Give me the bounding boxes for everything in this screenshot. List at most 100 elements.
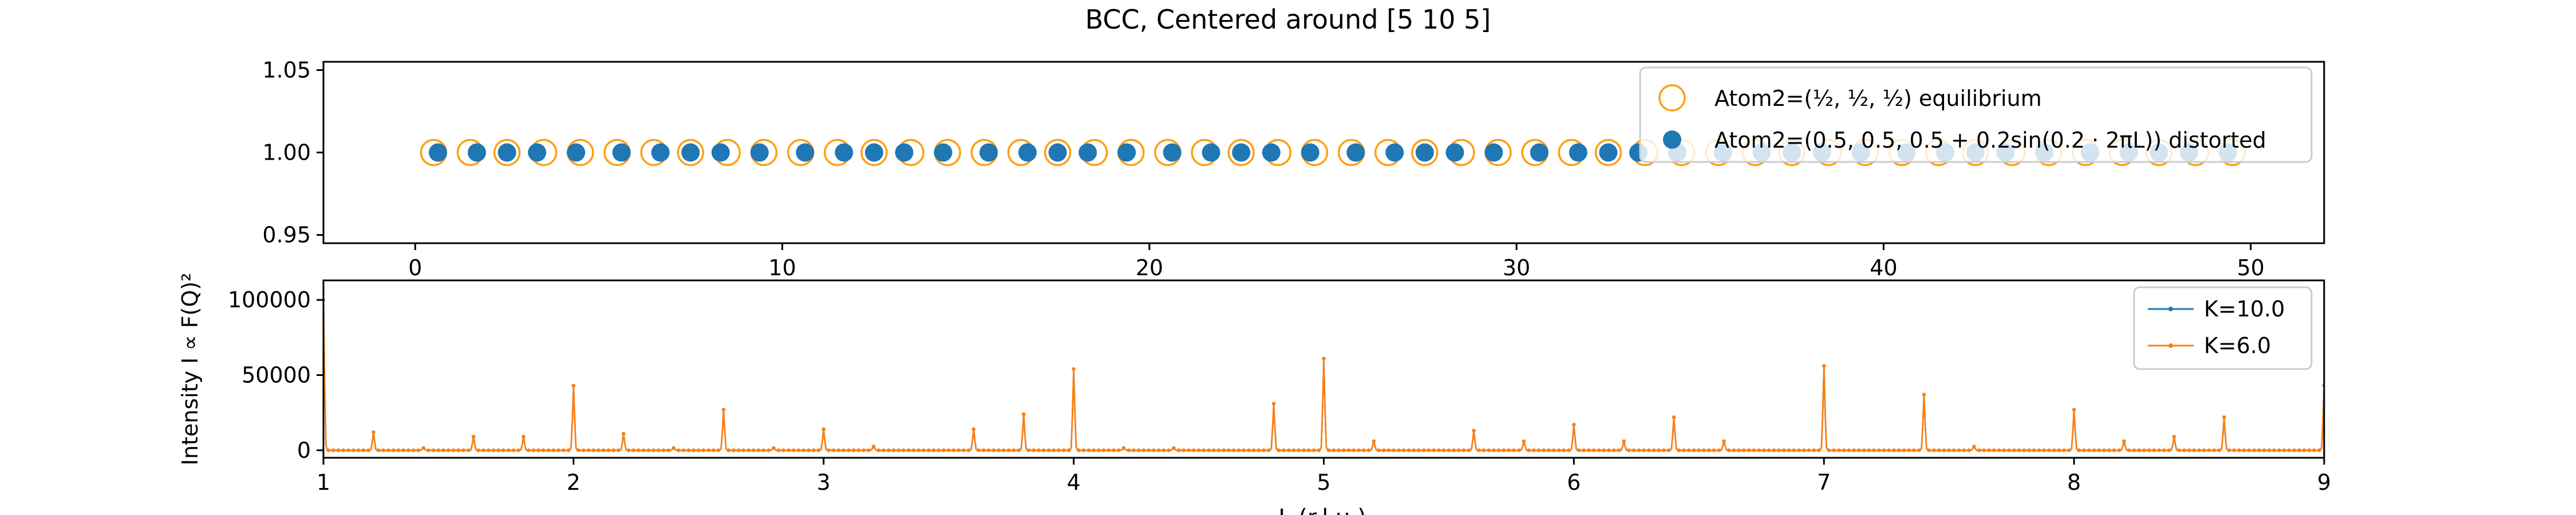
series-marker (642, 448, 646, 453)
bottom-y-axis-label: Intensity I ∝ F(Q)² (177, 273, 203, 466)
series-marker (2277, 448, 2281, 453)
equilibrium-point (493, 138, 521, 167)
series-marker (386, 448, 390, 453)
series-line-k6 (323, 300, 2324, 451)
series-marker (962, 448, 966, 453)
series-marker (2267, 448, 2271, 453)
series-marker (1432, 448, 1436, 453)
series-marker (436, 448, 441, 453)
series-marker (2002, 448, 2006, 453)
series-marker (971, 427, 976, 431)
series-marker (1847, 448, 1851, 453)
distorted-point (895, 143, 914, 162)
series-marker (1052, 448, 1056, 453)
series-marker (2152, 448, 2156, 453)
series-marker (1872, 448, 1876, 453)
series-marker (421, 446, 425, 450)
series-marker (1527, 448, 1531, 453)
series-marker (1287, 448, 1291, 453)
series-marker (491, 448, 496, 453)
series-marker (2062, 448, 2066, 453)
series-marker (2122, 439, 2126, 443)
series-marker (1467, 448, 1471, 453)
top-plot-legend: Atom2=(½, ½, ½) equilibrium Atom2=(0.5, … (1639, 66, 2313, 163)
series-marker (1572, 423, 1576, 427)
series-marker (681, 448, 686, 453)
series-marker (1066, 448, 1071, 453)
series-marker (2317, 448, 2321, 453)
series-marker (1747, 448, 1751, 453)
series-marker (1777, 448, 1781, 453)
series-marker (2147, 448, 2151, 453)
series-marker (1637, 448, 1641, 453)
series-marker (982, 448, 986, 453)
distorted-point (1484, 143, 1503, 162)
distorted-point (835, 143, 854, 162)
series-marker (1012, 448, 1016, 453)
distorted-point (711, 143, 730, 162)
series-marker (571, 383, 576, 388)
series-marker (2157, 448, 2161, 453)
series-marker (1257, 448, 1261, 453)
series-marker (757, 448, 761, 453)
series-marker (2102, 448, 2106, 453)
series-marker (1442, 448, 1446, 453)
legend-k10-label: K=10.0 (2204, 296, 2285, 322)
series-marker (1236, 448, 1241, 453)
series-marker (1377, 448, 1381, 453)
series-marker (1602, 448, 1606, 453)
series-marker (966, 448, 971, 453)
series-marker (366, 448, 370, 453)
series-marker (1362, 448, 1366, 453)
series-marker (1767, 448, 1771, 453)
series-marker (1522, 439, 1526, 443)
series-marker (1297, 448, 1301, 453)
distorted-point (979, 143, 998, 162)
series-marker (1472, 429, 1476, 433)
series-marker (2187, 448, 2191, 453)
series-marker (1127, 448, 1131, 453)
series-marker (947, 448, 951, 453)
distorted-point (750, 143, 769, 162)
series-marker (1732, 448, 1736, 453)
equilibrium-point (677, 138, 705, 167)
series-marker (792, 448, 796, 453)
series-marker (416, 448, 421, 453)
series-marker (2042, 448, 2046, 453)
series-marker (1017, 448, 1021, 453)
series-marker (2092, 448, 2096, 453)
series-marker (997, 448, 1001, 453)
series-marker (337, 448, 341, 453)
top-scatter-plot: 0 10 20 30 40 50 0.95 1.00 1.05 Atom2=(½, ½, ½) … (262, 57, 2325, 280)
series-marker (1897, 448, 1901, 453)
top-y-tick-label: 1.00 (262, 140, 311, 165)
series-marker (1692, 448, 1696, 453)
bottom-x-tick-label: 8 (2067, 470, 2081, 495)
series-marker (2107, 448, 2111, 453)
series-marker (1852, 448, 1856, 453)
series-marker (1262, 448, 1266, 453)
series-marker (357, 448, 361, 453)
series-marker (2197, 448, 2201, 453)
series-marker (1086, 448, 1091, 453)
series-marker (562, 448, 566, 453)
series-marker (1147, 448, 1151, 453)
series-marker (2032, 448, 2036, 453)
series-marker (2202, 448, 2206, 453)
series-marker (1402, 448, 1406, 453)
series-marker (1327, 448, 1331, 453)
series-marker (1922, 393, 1926, 397)
series-marker (596, 448, 600, 453)
series-marker (876, 448, 881, 453)
series-marker (1062, 448, 1066, 453)
series-marker (1937, 448, 1941, 453)
distorted-point (468, 143, 487, 162)
series-marker (521, 435, 526, 439)
bottom-x-tick-label: 2 (567, 470, 580, 495)
series-marker (1081, 448, 1086, 453)
series-marker (1192, 448, 1196, 453)
series-marker (2232, 448, 2236, 453)
series-marker (942, 448, 946, 453)
series-marker (617, 448, 621, 453)
